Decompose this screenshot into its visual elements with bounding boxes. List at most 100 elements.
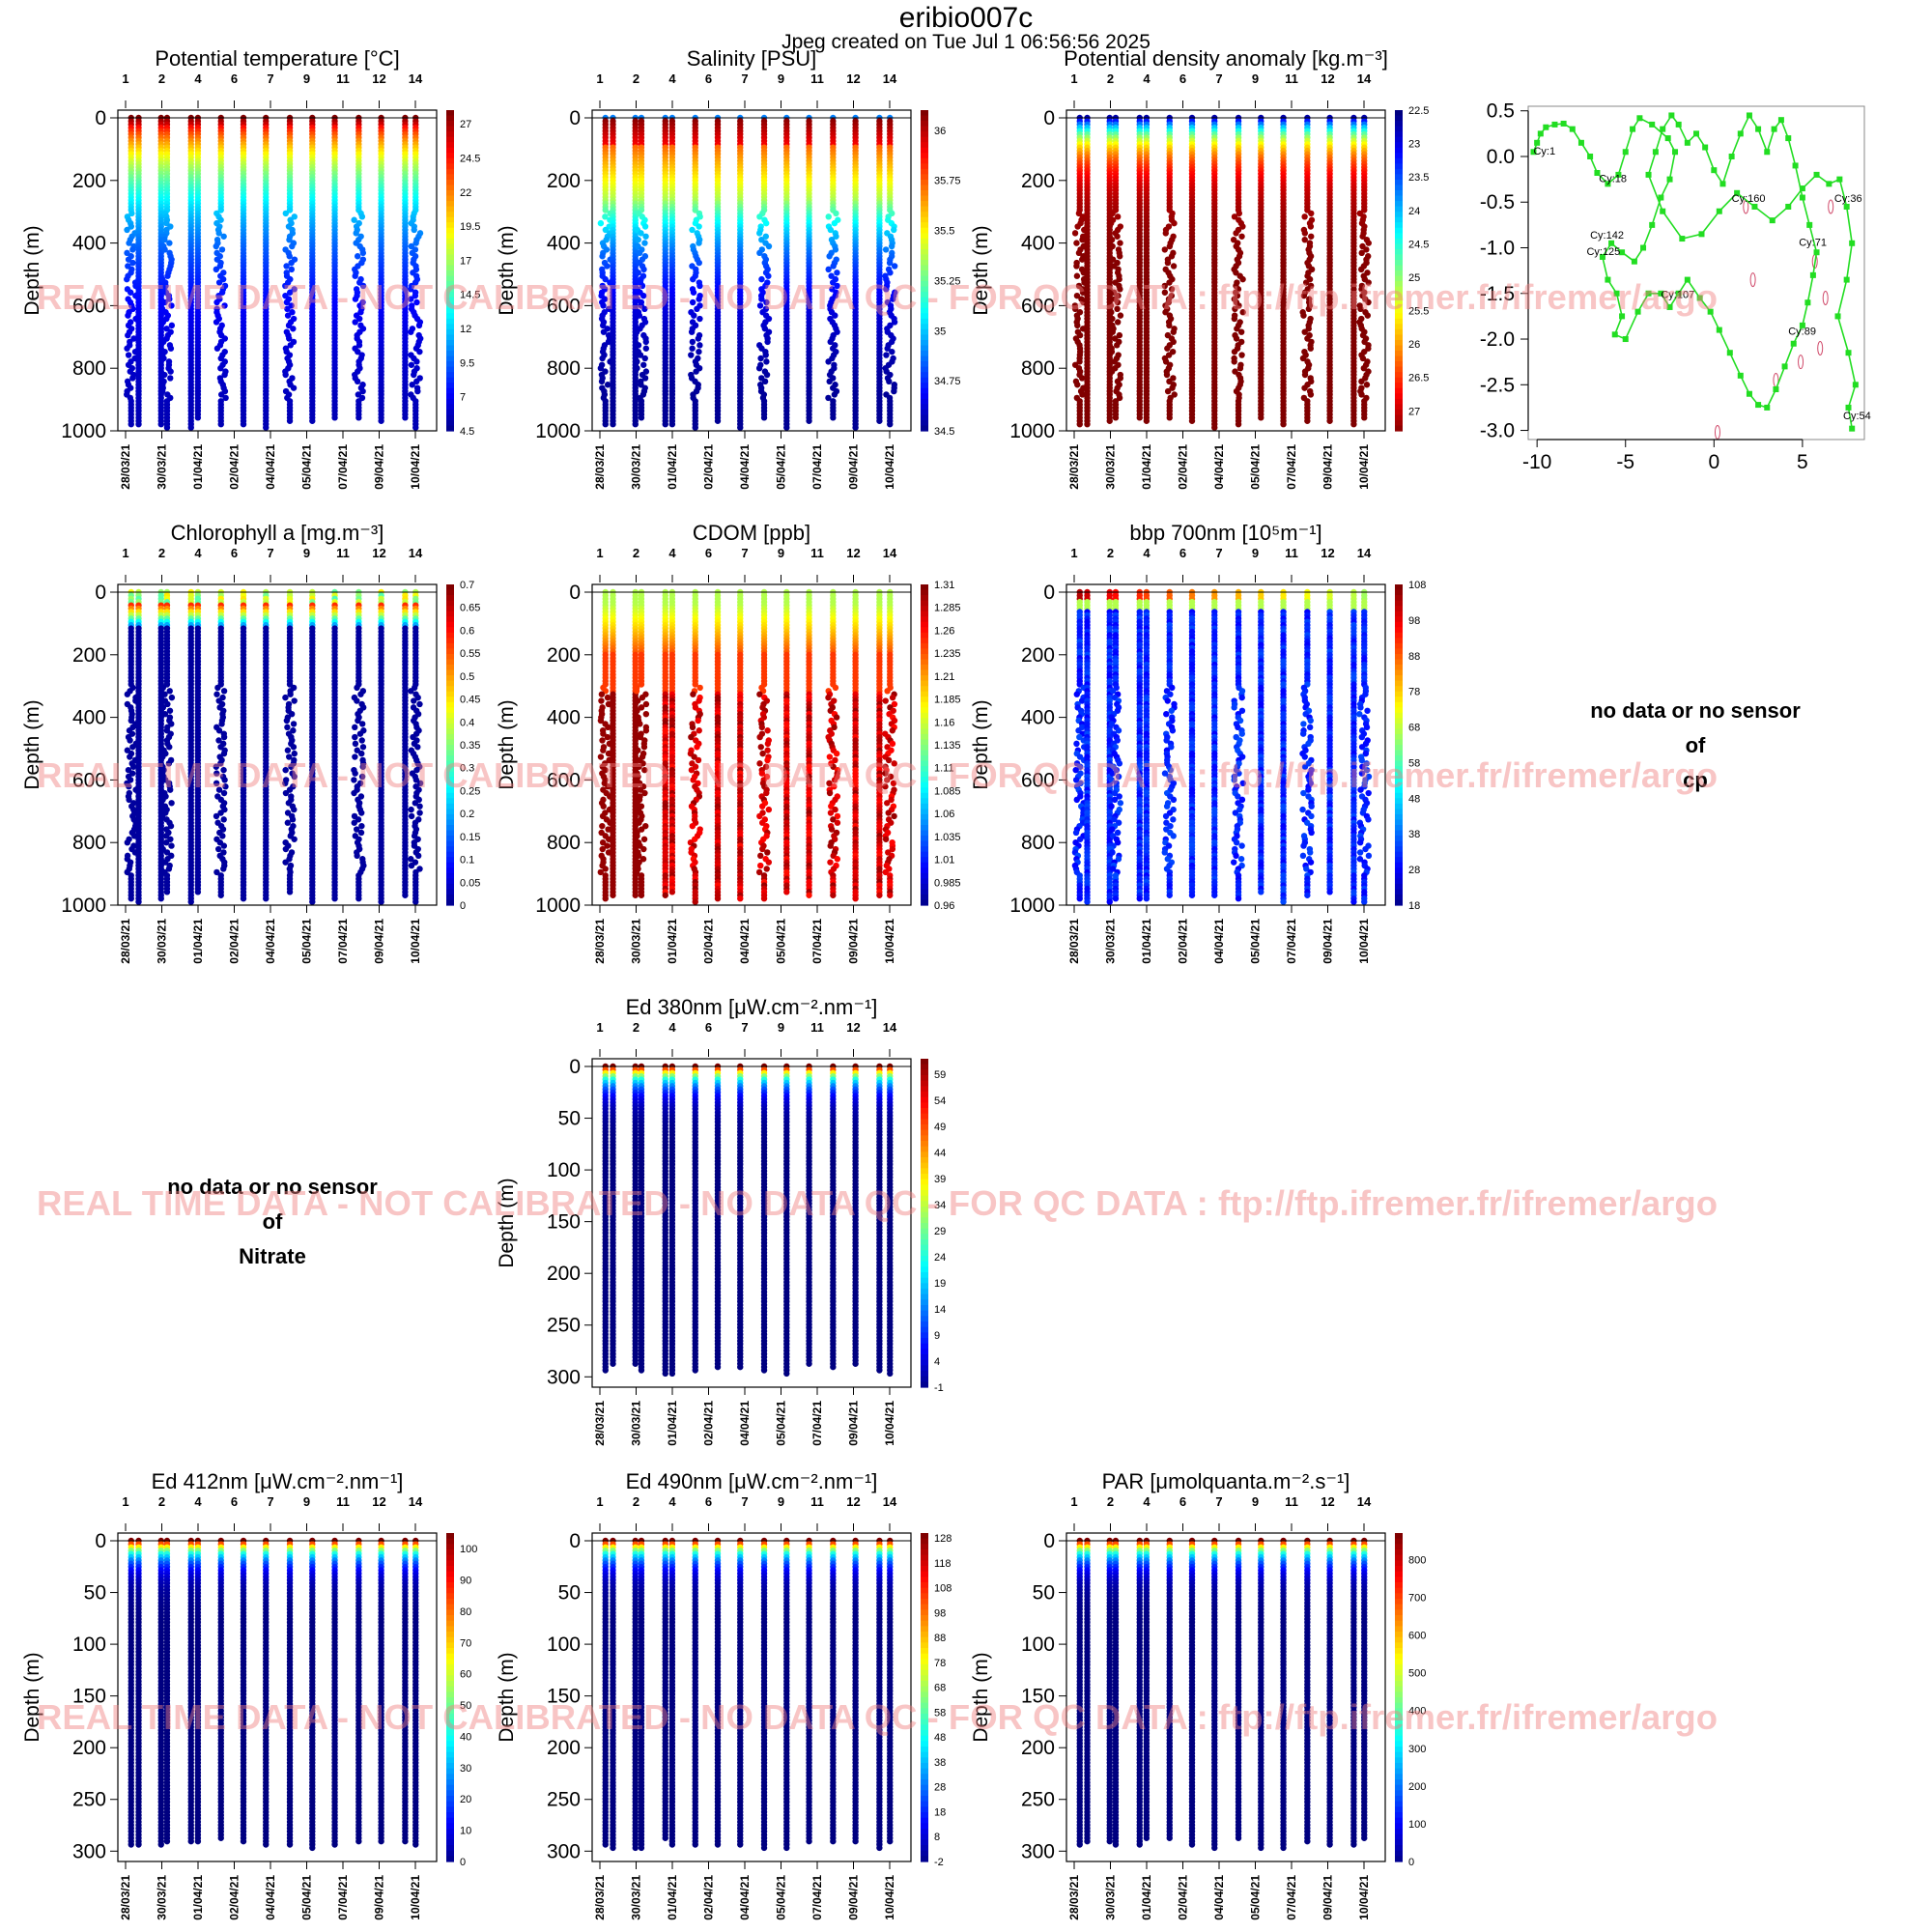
colorbar-segment xyxy=(446,216,454,223)
date-label: 05/04/21 xyxy=(1249,444,1263,490)
profile-point xyxy=(1107,219,1115,227)
panels: Potential temperature [°C]1 2 4 6 7 9 11 12 1402… xyxy=(21,46,1429,1920)
profile-point xyxy=(168,322,176,329)
date-label: 28/03/21 xyxy=(1067,444,1081,490)
profile-point xyxy=(1236,365,1244,372)
cycle-label: 6 xyxy=(1179,71,1186,86)
colorbar-label: 24 xyxy=(1408,206,1420,217)
profile-point xyxy=(1108,348,1116,355)
colorbar-segment xyxy=(446,366,454,373)
colorbar-label: 24.5 xyxy=(460,153,480,164)
profile-point xyxy=(642,233,649,240)
profile-point xyxy=(632,420,639,428)
profile-point xyxy=(688,352,695,358)
date-label: 02/04/21 xyxy=(228,444,242,490)
profile-point xyxy=(640,266,647,273)
profile-point xyxy=(160,355,167,362)
colorbar-segment xyxy=(1395,147,1403,154)
profile-point xyxy=(693,368,699,375)
profile-point xyxy=(883,352,890,358)
colorbar-segment xyxy=(1395,216,1403,223)
colorbar-segment xyxy=(1395,393,1403,400)
cycle-label: 4 xyxy=(194,546,202,560)
colorbar-segment xyxy=(1395,179,1403,186)
colorbar-segment xyxy=(921,414,928,421)
colorbar-segment xyxy=(1395,404,1403,411)
colorbar-segment xyxy=(921,174,928,181)
profile-point xyxy=(1301,371,1309,379)
colorbar-segment xyxy=(921,265,928,271)
profile-point xyxy=(408,328,414,335)
colorbar-label: 24.5 xyxy=(1408,239,1429,250)
colorbar-segment xyxy=(446,206,454,213)
cycle-label: 12 xyxy=(1321,71,1334,86)
profile-point xyxy=(1238,233,1245,240)
profile-point xyxy=(599,253,606,260)
colorbar-segment xyxy=(1395,126,1403,132)
profile-point xyxy=(411,226,417,234)
profile-point xyxy=(128,223,135,230)
profile-point xyxy=(1106,417,1113,424)
colorbar-segment xyxy=(921,383,928,389)
colorbar-segment xyxy=(446,339,454,347)
profile-point xyxy=(167,375,174,382)
y-tick-label: 1000 xyxy=(535,420,581,442)
colorbar-segment xyxy=(921,179,928,186)
colorbar-segment xyxy=(921,110,928,117)
colorbar-segment xyxy=(446,248,454,255)
profile-point xyxy=(695,335,702,342)
colorbar-segment xyxy=(446,398,454,405)
profile-point xyxy=(194,414,202,421)
colorbar-segment xyxy=(1395,243,1403,250)
profile-point xyxy=(891,226,897,234)
colorbar-segment xyxy=(921,157,928,164)
profile-point xyxy=(642,345,650,352)
profile-point xyxy=(1363,382,1371,388)
colorbar-segment xyxy=(446,355,454,362)
cycle-label: 12 xyxy=(372,546,385,560)
colorbar-label: 26.5 xyxy=(1408,373,1429,384)
profile-point xyxy=(1074,223,1081,230)
date-label: 10/04/21 xyxy=(1357,444,1371,490)
profile-point xyxy=(1326,417,1333,424)
profile-point xyxy=(286,253,293,260)
profile-point xyxy=(1071,230,1079,237)
profile-point xyxy=(638,414,645,421)
colorbar-segment xyxy=(446,185,454,191)
colorbar-segment xyxy=(446,222,454,229)
profile-point xyxy=(696,240,702,246)
profile-point xyxy=(408,361,415,368)
profile-point xyxy=(640,361,647,368)
colorbar-segment xyxy=(1395,212,1403,218)
profile-point xyxy=(891,387,897,395)
colorbar-segment xyxy=(446,131,454,138)
profile-point xyxy=(825,266,832,273)
cycle-label: 4 xyxy=(668,71,676,86)
profile-point xyxy=(1112,414,1120,421)
profile-point xyxy=(1117,253,1123,260)
profile-point xyxy=(1164,345,1171,352)
figure-title: eribio007c xyxy=(899,2,1033,34)
profile-point xyxy=(1307,223,1315,230)
colorbar-segment xyxy=(446,414,454,421)
profile-point xyxy=(1117,240,1123,246)
figure-subtitle: Jpeg created on Tue Jul 1 06:56:56 2025 xyxy=(781,31,1151,53)
profile-point xyxy=(636,249,643,257)
profile-point xyxy=(402,414,409,421)
profile-point xyxy=(1136,414,1143,421)
date-label: 01/04/21 xyxy=(1140,444,1153,490)
profile-point xyxy=(1170,328,1177,335)
colorbar-segment xyxy=(1395,398,1403,405)
profile-point xyxy=(635,236,641,243)
profile-point xyxy=(378,417,384,424)
profile-point xyxy=(1308,233,1315,240)
profile-point xyxy=(220,233,227,240)
profile-point xyxy=(662,420,668,428)
profile-point xyxy=(1361,414,1368,421)
colorbar-segment xyxy=(1395,163,1403,170)
profile-point xyxy=(240,420,247,428)
profile-point xyxy=(762,219,770,227)
cycle-label: 4 xyxy=(194,71,202,86)
profile-point xyxy=(806,417,812,424)
